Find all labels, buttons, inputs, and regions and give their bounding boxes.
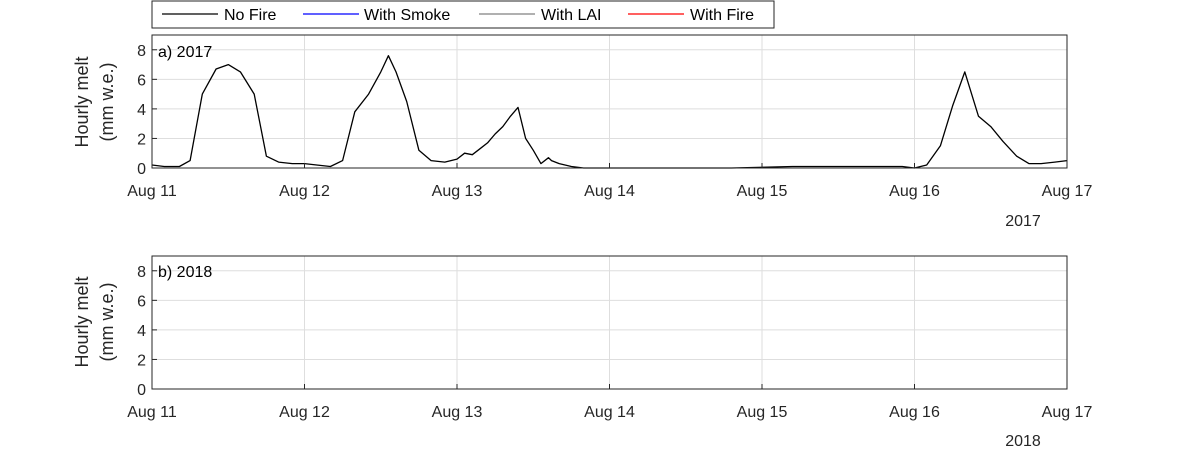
panel-2017-year-label: 2017 [1005,213,1041,230]
panel-2018: Aug 11 Aug 12 Aug 13 Aug 14 Aug 15 Aug 16 Aug … [72,255,1092,450]
panel-2017-grid [151,35,1068,169]
y-tick-label: 8 [137,264,146,281]
panel-2018-ylabel-units: (mm w.e.) [97,283,117,362]
x-tick-label: Aug 17 [1042,404,1093,421]
legend-label-with-lai: With LAI [541,7,601,24]
x-tick-label: Aug 14 [584,183,635,200]
x-tick-label: Aug 15 [737,404,788,421]
x-tick-label: Aug 13 [432,404,483,421]
legend-label-with-fire: With Fire [690,7,754,24]
panel-2017-ylabel-units: (mm w.e.) [97,63,117,142]
panel-2018-grid [151,256,1068,390]
panel-2018-year-label: 2018 [1005,433,1041,450]
panel-2017-title: a) 2017 [158,44,212,61]
y-tick-label: 8 [137,43,146,60]
panel-2017-ticks: Aug 11 Aug 12 Aug 13 Aug 14 Aug 15 Aug 16 Aug … [127,43,1092,200]
x-tick-label: Aug 15 [737,183,788,200]
x-tick-label: Aug 16 [889,183,940,200]
legend-label-no-fire: No Fire [224,7,277,24]
y-tick-label: 4 [137,102,146,119]
x-tick-label: Aug 11 [127,183,177,200]
y-tick-label: 2 [137,352,146,369]
panel-2017: Aug 11 Aug 12 Aug 13 Aug 14 Aug 15 Aug 16 Aug … [72,34,1092,230]
x-tick-label: Aug 13 [432,183,483,200]
panel-2018-title: b) 2018 [158,264,212,281]
x-tick-label: Aug 14 [584,404,635,421]
x-tick-label: Aug 17 [1042,183,1093,200]
y-tick-label: 6 [137,72,146,89]
panel-2017-ylabel: Hourly melt [72,56,92,147]
y-tick-label: 6 [137,293,146,310]
y-tick-label: 4 [137,323,146,340]
x-tick-label: Aug 11 [127,404,177,421]
legend: No Fire With Smoke With LAI With Fire [151,0,775,29]
panel-2018-ticks: Aug 11 Aug 12 Aug 13 Aug 14 Aug 15 Aug 16 Aug … [127,264,1092,421]
y-tick-label: 2 [137,131,146,148]
y-tick-label: 0 [137,382,146,399]
legend-label-with-smoke: With Smoke [364,7,450,24]
x-tick-label: Aug 12 [279,404,330,421]
panel-2018-ylabel: Hourly melt [72,276,92,367]
y-tick-label: 0 [137,161,146,178]
x-tick-label: Aug 12 [279,183,330,200]
x-tick-label: Aug 16 [889,404,940,421]
